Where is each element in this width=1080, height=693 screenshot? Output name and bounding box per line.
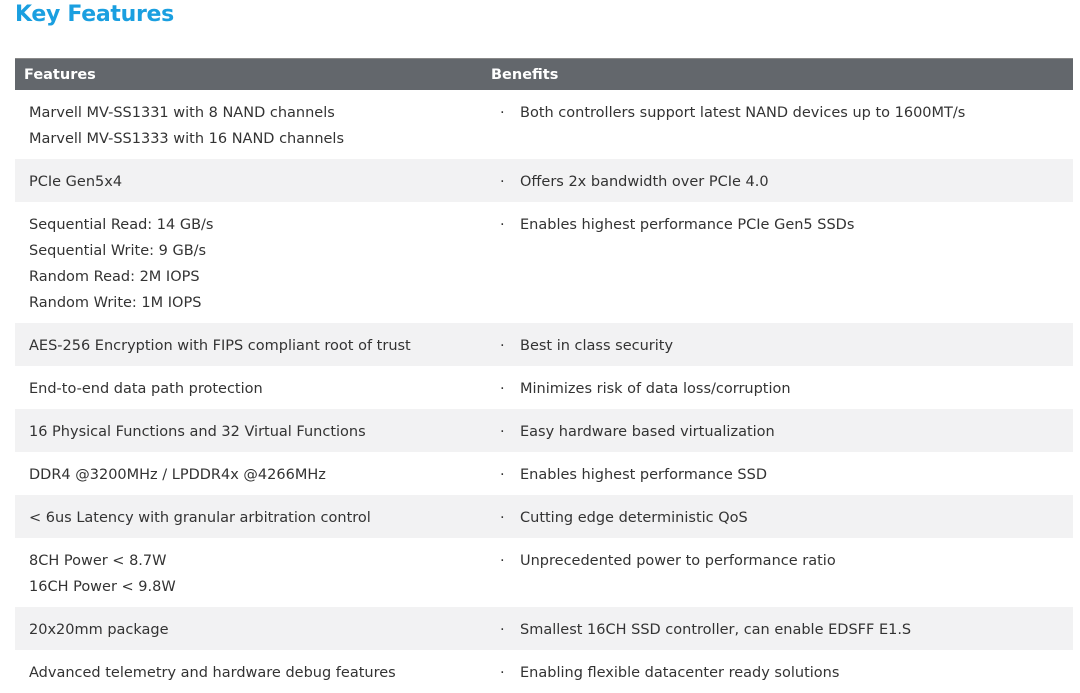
bullet-icon: · [500,424,505,440]
benefit-text: Cutting edge deterministic QoS [520,510,748,526]
bullet-icon: · [500,510,505,526]
benefit-text: Minimizes risk of data loss/corruption [520,381,791,397]
feature-text: AES-256 Encryption with FIPS compliant r… [29,338,411,354]
bullet-icon: · [500,467,505,483]
benefit-text: Unprecedented power to performance ratio [520,553,836,569]
benefit-text: Offers 2x bandwidth over PCIe 4.0 [520,174,769,190]
header-features: Features [24,66,96,83]
feature-text: Random Write: 1M IOPS [29,295,202,311]
bullet-icon: · [500,553,505,569]
benefits-cell: · Cutting edge deterministic QoS [491,505,1073,531]
benefits-cell: · Both controllers support latest NAND de… [491,100,1073,152]
features-cell: < 6us Latency with granular arbitration … [15,505,491,531]
table-row: < 6us Latency with granular arbitration … [15,495,1073,538]
benefits-cell: · Easy hardware based virtualization [491,419,1073,445]
feature-text: Sequential Read: 14 GB/s [29,217,214,233]
feature-text: 16 Physical Functions and 32 Virtual Fun… [29,424,366,440]
feature-text: 20x20mm package [29,622,169,638]
benefit-text: Easy hardware based virtualization [520,424,775,440]
features-cell: 8CH Power < 8.7W 16CH Power < 9.8W [15,548,491,600]
feature-text: 16CH Power < 9.8W [29,579,176,595]
features-cell: Advanced telemetry and hardware debug fe… [15,660,491,686]
table-row: 16 Physical Functions and 32 Virtual Fun… [15,409,1073,452]
benefit-text: Smallest 16CH SSD controller, can enable… [520,622,912,638]
table-row: End-to-end data path protection · Minimize… [15,366,1073,409]
feature-text: Random Read: 2M IOPS [29,269,200,285]
table-row: AES-256 Encryption with FIPS compliant r… [15,323,1073,366]
bullet-icon: · [500,105,505,121]
benefit-text: Enables highest performance PCIe Gen5 SS… [520,217,855,233]
benefits-cell: · Smallest 16CH SSD controller, can enabl… [491,617,1073,643]
benefits-cell: · Unprecedented power to performance rati… [491,548,1073,600]
feature-text: Marvell MV-SS1333 with 16 NAND channels [29,131,345,147]
bullet-icon: · [500,622,505,638]
features-cell: 20x20mm package [15,617,491,643]
bullet-icon: · [500,665,505,681]
features-cell: PCIe Gen5x4 [15,169,491,195]
feature-text: End-to-end data path protection [29,381,263,397]
features-cell: AES-256 Encryption with FIPS compliant r… [15,333,491,359]
benefit-text: Best in class security [520,338,674,354]
feature-text: DDR4 @3200MHz / LPDDR4x @4266MHz [29,467,326,483]
feature-text: PCIe Gen5x4 [29,174,123,190]
bullet-icon: · [500,217,505,233]
table-row: PCIe Gen5x4 · Offers 2x bandwidth over PCI… [15,159,1073,202]
bullet-icon: · [500,381,505,397]
bullet-icon: · [500,338,505,354]
table-row: 20x20mm package · Smallest 16CH SSD contro… [15,607,1073,650]
feature-text: 8CH Power < 8.7W [29,553,167,569]
benefits-cell: · Offers 2x bandwidth over PCIe 4.0 [491,169,1073,195]
page-title: Key Features [15,2,174,27]
benefits-cell: · Enables highest performance PCIe Gen5 S… [491,212,1073,316]
features-cell: Sequential Read: 14 GB/s Sequential Write… [15,212,491,316]
table-header: Features Benefits [15,58,1073,90]
benefit-text: Enables highest performance SSD [520,467,767,483]
features-cell: 16 Physical Functions and 32 Virtual Fun… [15,419,491,445]
table-row: DDR4 @3200MHz / LPDDR4x @4266MHz · Enables… [15,452,1073,495]
feature-text: < 6us Latency with granular arbitration … [29,510,371,526]
benefits-cell: · Best in class security [491,333,1073,359]
table-row: Sequential Read: 14 GB/s Sequential Write… [15,202,1073,323]
features-table: Features Benefits Marvell MV-SS1331 with… [15,58,1073,693]
features-cell: DDR4 @3200MHz / LPDDR4x @4266MHz [15,462,491,488]
header-benefits: Benefits [491,66,559,83]
features-cell: End-to-end data path protection [15,376,491,402]
benefits-cell: · Enabling flexible datacenter ready solu… [491,660,1073,686]
features-cell: Marvell MV-SS1331 with 8 NAND channels Ma… [15,100,491,152]
table-row: 8CH Power < 8.7W 16CH Power < 9.8W · Unprec… [15,538,1073,607]
benefits-cell: · Enables highest performance SSD [491,462,1073,488]
feature-text: Marvell MV-SS1331 with 8 NAND channels [29,105,335,121]
bullet-icon: · [500,174,505,190]
table-row: Marvell MV-SS1331 with 8 NAND channels Ma… [15,90,1073,159]
benefit-text: Enabling flexible datacenter ready solut… [520,665,840,681]
feature-text: Advanced telemetry and hardware debug fe… [29,665,396,681]
table-row: Advanced telemetry and hardware debug fe… [15,650,1073,693]
benefits-cell: · Minimizes risk of data loss/corruption [491,376,1073,402]
feature-text: Sequential Write: 9 GB/s [29,243,207,259]
benefit-text: Both controllers support latest NAND dev… [520,105,966,121]
